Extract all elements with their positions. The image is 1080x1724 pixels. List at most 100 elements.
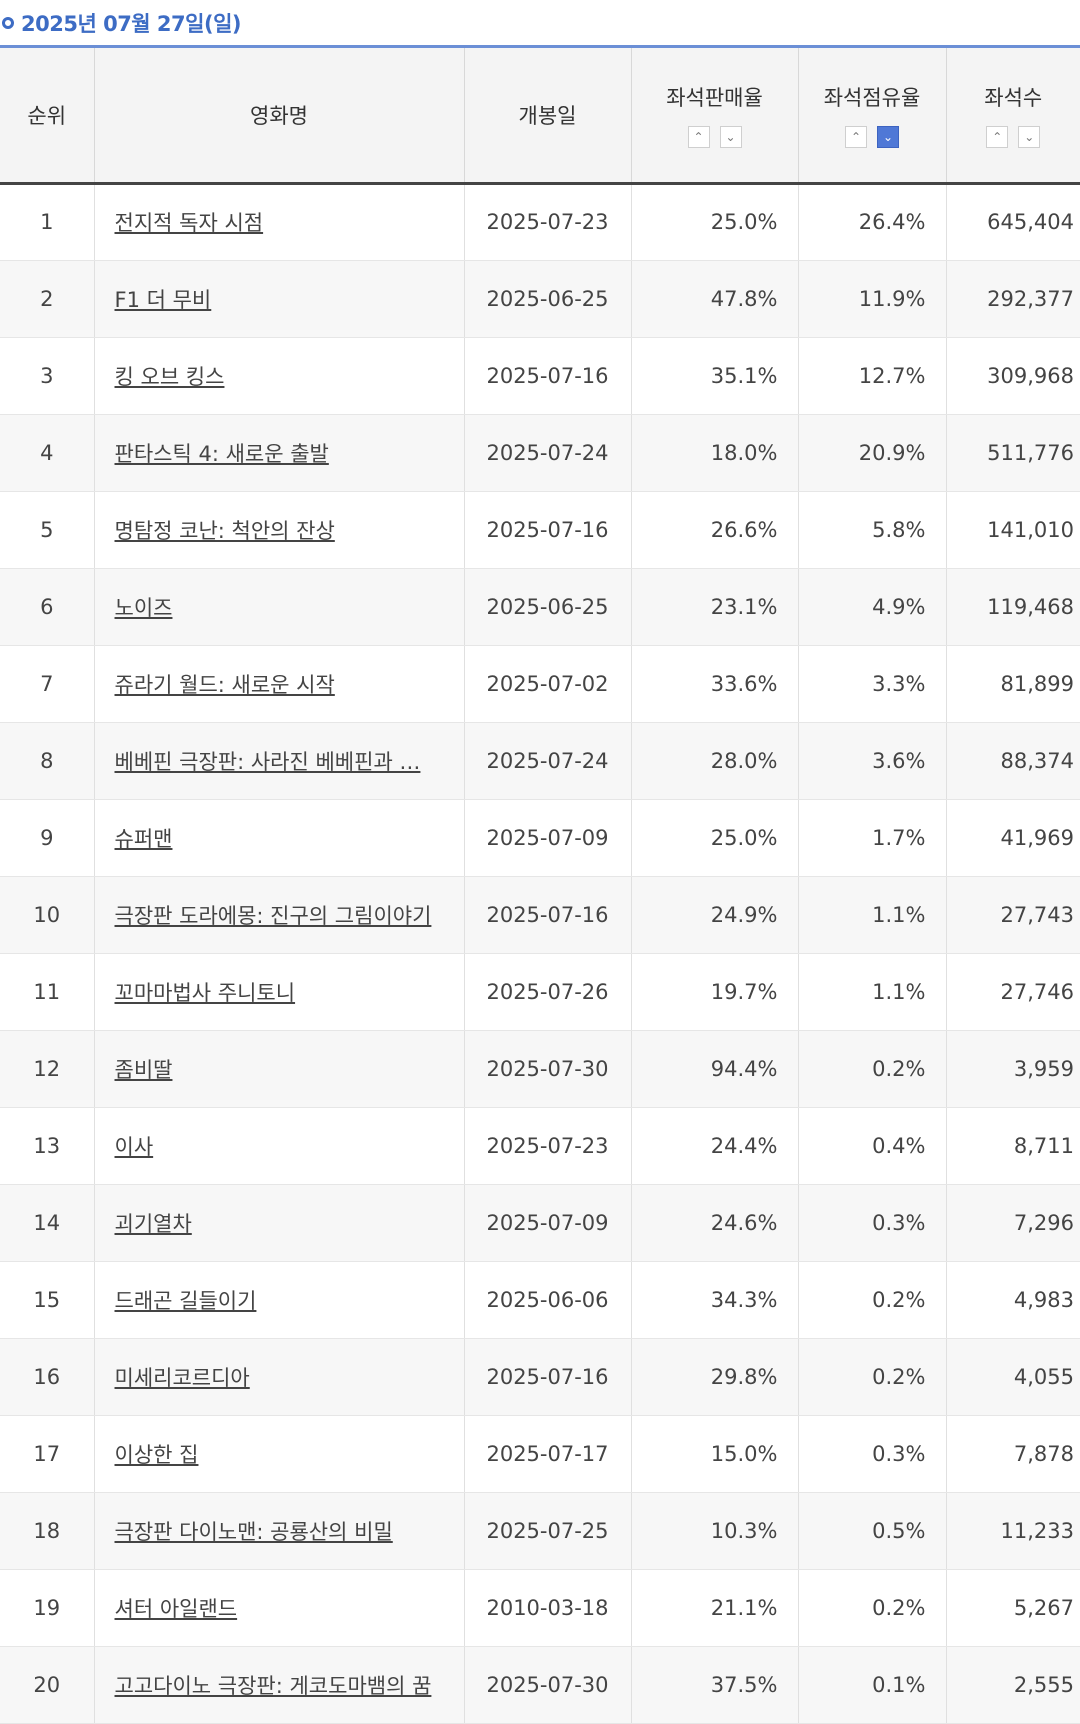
seat-sales-rate-cell: 37.5% xyxy=(631,1646,798,1723)
sort-asc-chevron-up-icon[interactable]: ⌃ xyxy=(986,126,1008,148)
seat-sales-rate-cell: 24.9% xyxy=(631,876,798,953)
movie-title-link[interactable]: 고고다이노 극장판: 게코도마뱀의 꿈 xyxy=(115,1674,432,1698)
sort-asc-chevron-up-icon[interactable]: ⌃ xyxy=(845,126,867,148)
open-date-cell: 2025-07-17 xyxy=(464,1415,631,1492)
header-title: 영화명 xyxy=(94,48,464,183)
movie-title-link[interactable]: 좀비딸 xyxy=(115,1058,173,1082)
rank-cell: 15 xyxy=(0,1261,94,1338)
seat-sales-rate-cell: 47.8% xyxy=(631,260,798,337)
sort-asc-chevron-up-icon[interactable]: ⌃ xyxy=(688,126,710,148)
seat-share-cell: 0.2% xyxy=(798,1030,946,1107)
movie-title-link[interactable]: 슈퍼맨 xyxy=(115,827,173,851)
header-open-date-label: 개봉일 xyxy=(465,100,631,130)
header-seat-sales-rate: 좌석판매율 ⌃ ⌄ xyxy=(631,48,798,183)
movie-title-link[interactable]: 셔터 아일랜드 xyxy=(115,1597,238,1621)
seat-share-cell: 0.1% xyxy=(798,1646,946,1723)
rank-cell: 7 xyxy=(0,645,94,722)
seat-sales-rate-cell: 29.8% xyxy=(631,1338,798,1415)
circle-bullet-icon xyxy=(2,17,14,29)
movie-title-link[interactable]: F1 더 무비 xyxy=(115,288,212,312)
open-date-cell: 2025-07-16 xyxy=(464,337,631,414)
seat-share-cell: 3.6% xyxy=(798,722,946,799)
seats-cell: 4,055 xyxy=(946,1338,1080,1415)
movie-title-link[interactable]: 쥬라기 월드: 새로운 시작 xyxy=(115,673,335,697)
movie-title-link[interactable]: 킹 오브 킹스 xyxy=(115,365,225,389)
seat-share-cell: 0.3% xyxy=(798,1184,946,1261)
movie-title-link[interactable]: 이상한 집 xyxy=(115,1443,199,1467)
seat-share-cell: 20.9% xyxy=(798,414,946,491)
seat-sales-rate-cell: 35.1% xyxy=(631,337,798,414)
header-rank-label: 순위 xyxy=(0,100,94,130)
seat-ranking-table: 순위 영화명 개봉일 좌석판매율 ⌃ ⌄ 좌석점유율 ⌃ ⌄ 좌석수 xyxy=(0,48,1080,1724)
sort-desc-chevron-down-icon[interactable]: ⌄ xyxy=(720,126,742,148)
open-date-cell: 2025-07-09 xyxy=(464,799,631,876)
seats-cell: 11,233 xyxy=(946,1492,1080,1569)
seat-sales-rate-cell: 23.1% xyxy=(631,568,798,645)
movie-title-link[interactable]: 이사 xyxy=(115,1135,154,1159)
movie-title-link[interactable]: 명탐정 코난: 척안의 잔상 xyxy=(115,519,335,543)
movie-title-link[interactable]: 전지적 독자 시점 xyxy=(115,211,264,235)
seat-share-cell: 26.4% xyxy=(798,183,946,260)
movie-title-link[interactable]: 괴기열차 xyxy=(115,1212,192,1236)
open-date-cell: 2025-07-25 xyxy=(464,1492,631,1569)
movie-title-link[interactable]: 노이즈 xyxy=(115,596,173,620)
seat-share-cell: 0.4% xyxy=(798,1107,946,1184)
title-cell: 판타스틱 4: 새로운 출발 xyxy=(94,414,464,491)
title-cell: F1 더 무비 xyxy=(94,260,464,337)
seats-sort: ⌃ ⌄ xyxy=(947,126,1080,148)
header-title-label: 영화명 xyxy=(95,100,464,130)
open-date-cell: 2025-07-24 xyxy=(464,414,631,491)
movie-title-link[interactable]: 판타스틱 4: 새로운 출발 xyxy=(115,442,329,466)
seats-cell: 27,743 xyxy=(946,876,1080,953)
header-seats: 좌석수 ⌃ ⌄ xyxy=(946,48,1080,183)
sort-desc-chevron-down-icon[interactable]: ⌄ xyxy=(877,126,899,148)
rank-cell: 16 xyxy=(0,1338,94,1415)
movie-title-link[interactable]: 베베핀 극장판: 사라진 베베핀과 … xyxy=(115,750,421,774)
seat-sales-rate-cell: 28.0% xyxy=(631,722,798,799)
header-seat-share-label: 좌석점유율 xyxy=(799,82,946,112)
title-cell: 극장판 다이노맨: 공룡산의 비밀 xyxy=(94,1492,464,1569)
movie-title-link[interactable]: 극장판 도라에몽: 진구의 그림이야기 xyxy=(115,904,432,928)
date-heading: 2025년 07월 27일(일) xyxy=(0,0,1080,48)
seat-sales-rate-cell: 10.3% xyxy=(631,1492,798,1569)
open-date-cell: 2025-06-06 xyxy=(464,1261,631,1338)
header-seats-label: 좌석수 xyxy=(947,82,1080,112)
sort-desc-chevron-down-icon[interactable]: ⌄ xyxy=(1018,126,1040,148)
seat-share-cell: 12.7% xyxy=(798,337,946,414)
seats-cell: 2,555 xyxy=(946,1646,1080,1723)
rank-cell: 19 xyxy=(0,1569,94,1646)
open-date-cell: 2025-07-02 xyxy=(464,645,631,722)
seat-sales-rate-cell: 33.6% xyxy=(631,645,798,722)
seat-share-cell: 0.5% xyxy=(798,1492,946,1569)
movie-title-link[interactable]: 미세리코르디아 xyxy=(115,1366,250,1390)
movie-title-link[interactable]: 드래곤 길들이기 xyxy=(115,1289,257,1313)
open-date-cell: 2025-07-23 xyxy=(464,1107,631,1184)
seat-share-cell: 5.8% xyxy=(798,491,946,568)
rank-cell: 18 xyxy=(0,1492,94,1569)
header-seat-share: 좌석점유율 ⌃ ⌄ xyxy=(798,48,946,183)
rank-cell: 8 xyxy=(0,722,94,799)
rank-cell: 3 xyxy=(0,337,94,414)
movie-title-link[interactable]: 꼬마마법사 주니토니 xyxy=(115,981,296,1005)
seats-cell: 81,899 xyxy=(946,645,1080,722)
seat-share-cell: 3.3% xyxy=(798,645,946,722)
rank-cell: 13 xyxy=(0,1107,94,1184)
title-cell: 꼬마마법사 주니토니 xyxy=(94,953,464,1030)
open-date-cell: 2025-06-25 xyxy=(464,260,631,337)
date-label: 2025년 07월 27일(일) xyxy=(21,8,241,38)
movie-title-link[interactable]: 극장판 다이노맨: 공룡산의 비밀 xyxy=(115,1520,393,1544)
rank-cell: 17 xyxy=(0,1415,94,1492)
seat-share-cell: 1.7% xyxy=(798,799,946,876)
title-cell: 베베핀 극장판: 사라진 베베핀과 … xyxy=(94,722,464,799)
seat-sales-rate-cell: 19.7% xyxy=(631,953,798,1030)
seat-share-cell: 0.2% xyxy=(798,1261,946,1338)
open-date-cell: 2025-07-30 xyxy=(464,1030,631,1107)
